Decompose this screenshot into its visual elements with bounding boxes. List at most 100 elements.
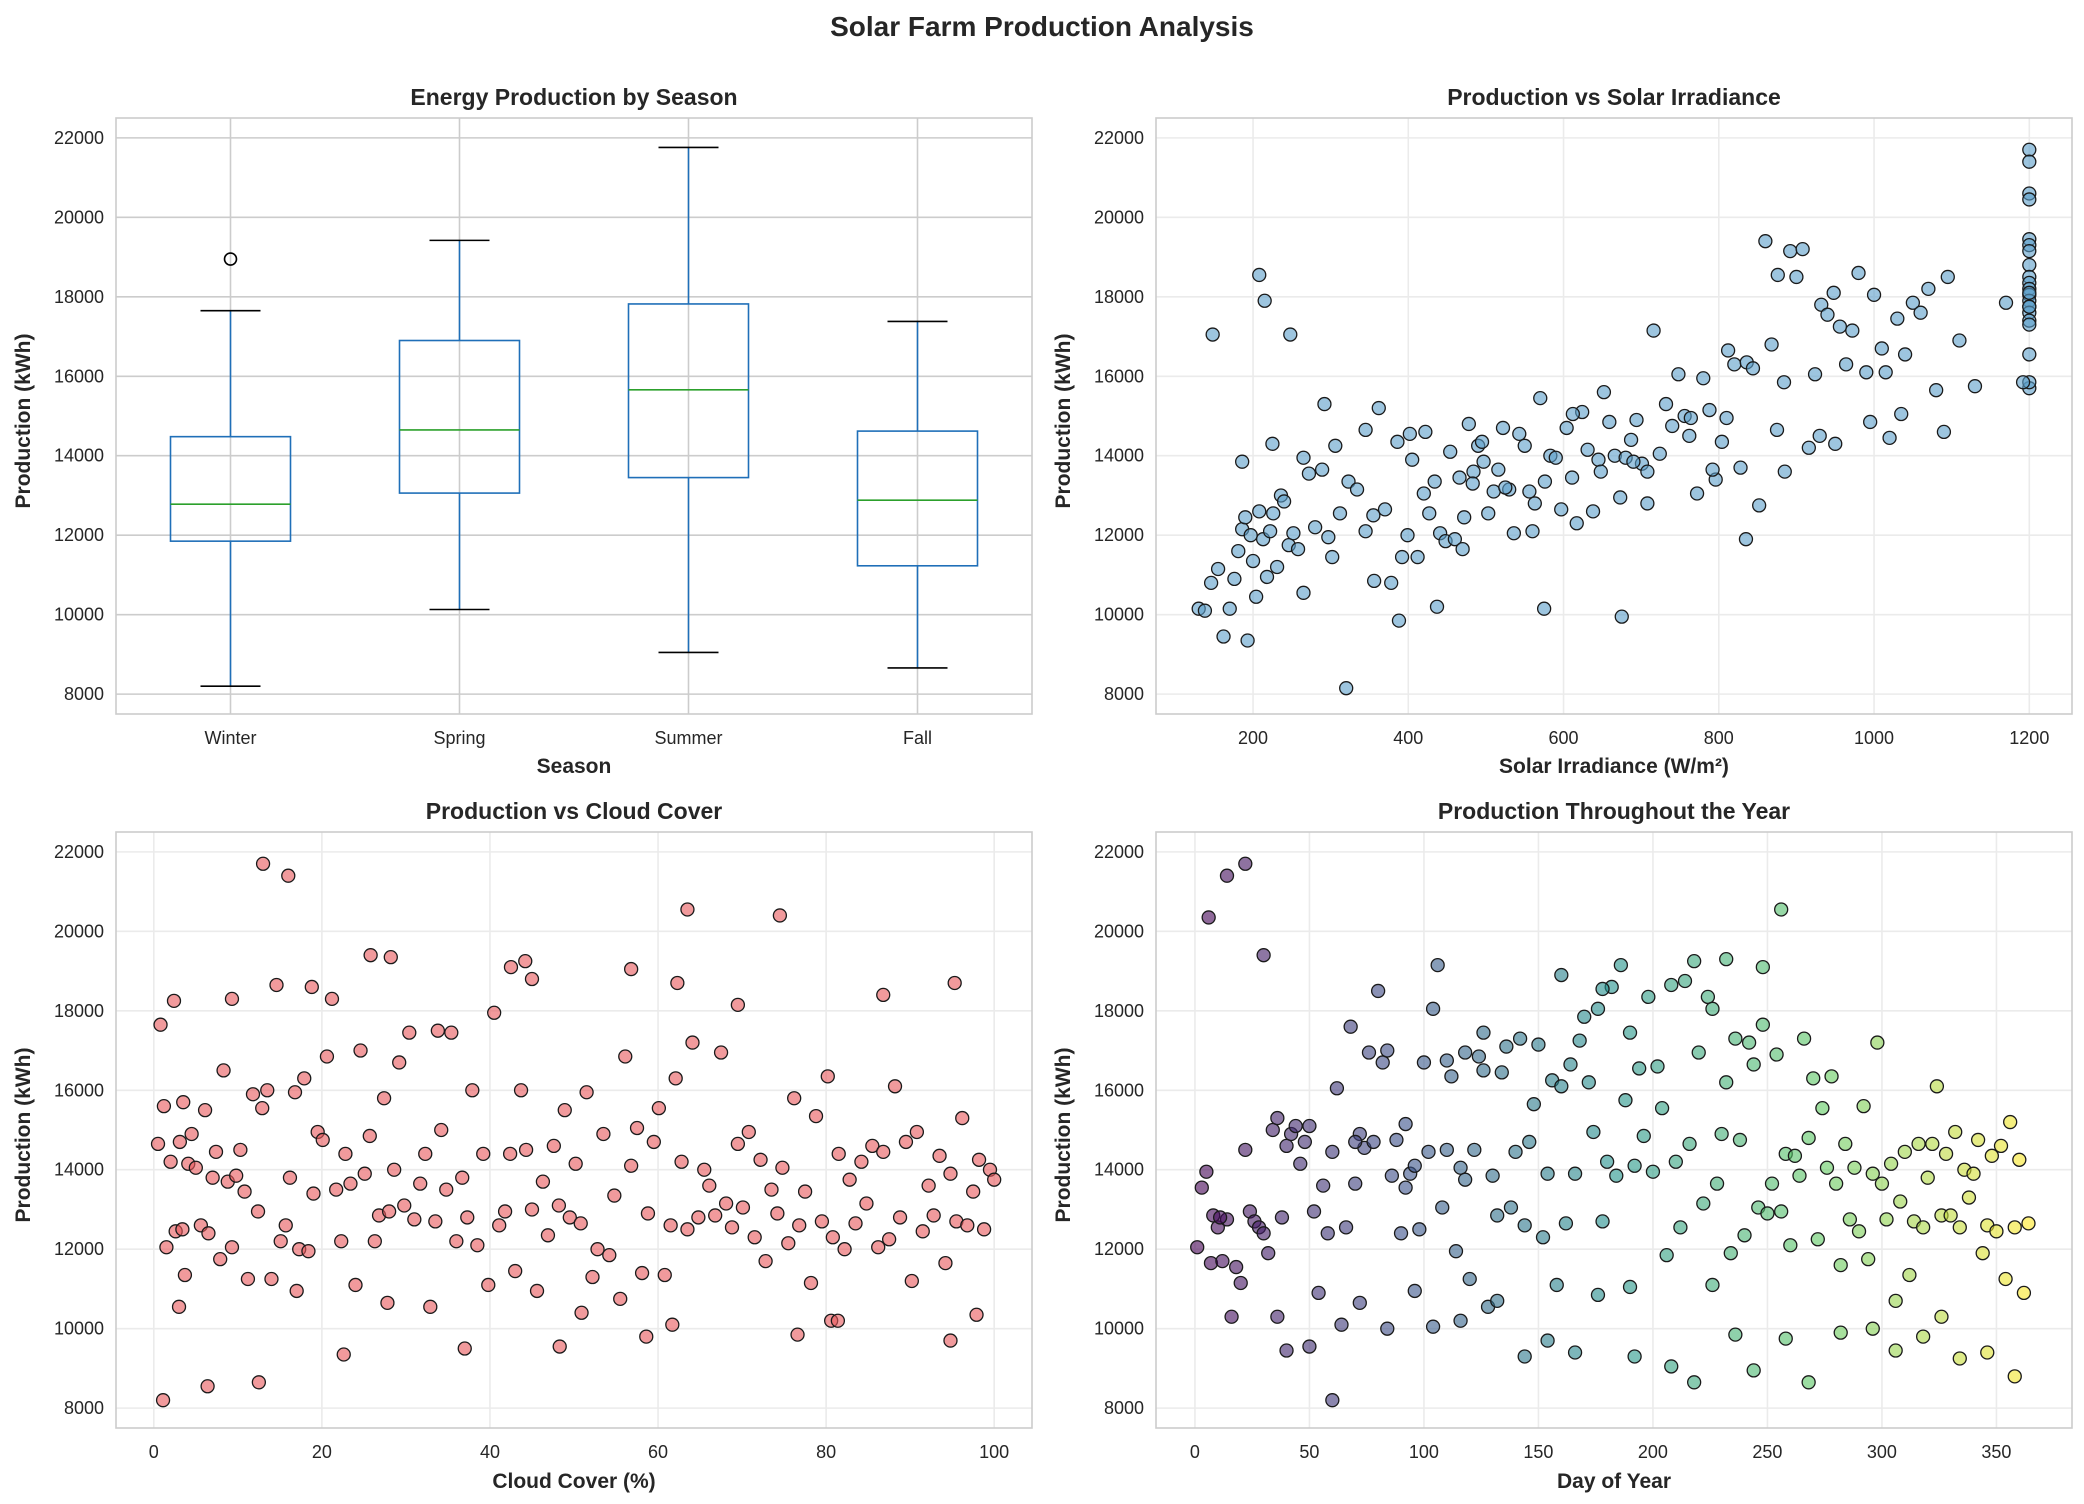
data-point [753,1152,768,1167]
data-point [357,1166,372,1181]
data-point [1366,573,1382,589]
data-point [1921,281,1936,297]
data-point [1622,1279,1638,1295]
data-point [306,1186,321,1201]
data-point [188,1160,203,1175]
data-point [1801,1375,1816,1390]
data-point [1453,1313,1468,1328]
data-point [1398,1180,1413,1195]
data-point [1709,1176,1725,1191]
data-point [518,1142,534,1158]
data-point [1358,422,1373,438]
data-point [251,1375,267,1390]
data-point [1439,1053,1454,1068]
data-point [1540,1166,1555,1181]
data-point [216,1063,231,1078]
data-point [1723,1246,1738,1261]
plot-area: 8000 10000 12000 14000 16000 18000 20000 22000 0… [1094,831,2073,1462]
plot-frame [115,117,1033,715]
data-point [457,1341,472,1356]
data-point [1925,1136,1940,1152]
data-point [830,1313,846,1328]
data-point [1936,424,1952,440]
data-point [1961,1190,1977,1205]
y-tick-label: 10000 [54,605,104,625]
box-summer [627,146,750,654]
data-point [1728,1327,1743,1342]
data-point [943,1166,958,1181]
data-point [1567,1345,1583,1360]
box-spring [398,239,521,611]
data-point [470,1238,485,1253]
data-point [1590,1287,1606,1303]
data-point [319,1049,335,1064]
data-point [724,1220,740,1235]
data-point [172,1134,188,1150]
data-point [2022,154,2037,169]
data-point [831,1146,846,1161]
data-point [1833,1257,1848,1273]
data-point [237,1184,252,1199]
data-point [1522,1134,1537,1150]
y-tick-label: 12000 [1094,1239,1144,1259]
data-point [1691,1045,1706,1060]
y-tick-label: 22000 [1094,842,1144,862]
x-tick-label: 1000 [1854,728,1894,748]
data-point [1270,1110,1285,1126]
data-point [1845,323,1860,338]
data-point [1476,454,1491,469]
data-point [1252,267,1267,283]
y-tick-label: 8000 [1104,684,1144,704]
data-point [1577,1009,1592,1024]
y-tick-label: 16000 [54,1080,104,1100]
data-point [1789,269,1804,285]
x-tick-label: 200 [1638,1442,1668,1462]
iqr-box [627,303,750,479]
data-point [1554,967,1569,983]
data-point [348,1277,363,1293]
data-point [1998,295,2014,310]
y-tick-label: 16000 [54,366,104,386]
data-point [2022,192,2037,207]
data-point [1828,436,1843,451]
data-point [854,1154,869,1169]
data-point [1888,1343,1903,1358]
data-point [1526,1097,1541,1112]
data-point [1819,1160,1835,1175]
data-point [1705,462,1720,477]
data-point [428,1214,443,1229]
data-point [1613,957,1629,973]
data-point [1966,1166,1981,1181]
data-point [1682,1136,1697,1152]
data-point [955,1110,970,1126]
y-tick-label: 16000 [1094,366,1144,386]
data-point [1421,1144,1436,1160]
data-point [1787,1148,1803,1163]
data-point [492,1218,507,1233]
data-point [1894,406,1909,422]
data-point [708,1208,723,1223]
data-point [1380,1043,1395,1058]
y-tick-label: 14000 [54,1160,104,1180]
data-point [1581,1075,1596,1090]
data-point [1297,1134,1312,1150]
data-point [803,1275,819,1291]
plot-background [116,832,1032,1428]
data-point [1458,1045,1473,1060]
data-point [1929,1079,1945,1094]
y-axis-label: Production (kWh) [1052,1048,1075,1223]
data-point [1702,402,1717,418]
data-point [1240,633,1255,648]
y-axis-label: Production (kWh) [12,334,35,509]
data-point [1533,390,1548,406]
data-point [1728,1031,1743,1046]
data-point [1705,1001,1720,1016]
data-point [481,1277,496,1293]
data-point [155,1393,171,1408]
data-point [1671,367,1686,382]
data-point [1248,589,1264,604]
data-point [1296,450,1311,465]
data-point [1984,1148,1999,1163]
data-point [381,1204,397,1219]
data-point [418,1146,433,1161]
